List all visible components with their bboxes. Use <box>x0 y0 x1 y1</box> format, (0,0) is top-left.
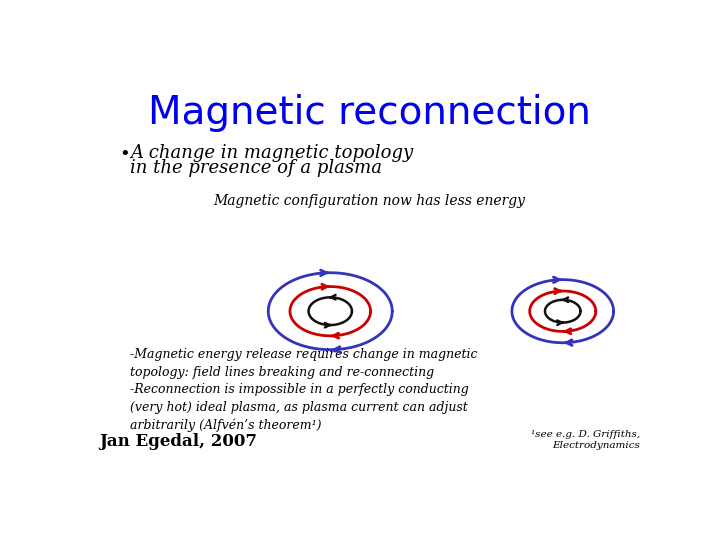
Text: Magnetic reconnection: Magnetic reconnection <box>148 94 590 132</box>
Text: ¹see e.g. D. Griffiths,
Electrodynamics: ¹see e.g. D. Griffiths, Electrodynamics <box>531 430 640 450</box>
Text: -Magnetic energy release requires change in magnetic
topology: field lines break: -Magnetic energy release requires change… <box>130 348 478 432</box>
Text: in the presence of a plasma: in the presence of a plasma <box>130 159 382 177</box>
Text: Jan Egedal, 2007: Jan Egedal, 2007 <box>99 433 257 450</box>
Text: Magnetic configuration now has less energy: Magnetic configuration now has less ener… <box>213 194 525 208</box>
Text: •: • <box>120 146 130 164</box>
Text: A change in magnetic topology: A change in magnetic topology <box>130 144 413 162</box>
